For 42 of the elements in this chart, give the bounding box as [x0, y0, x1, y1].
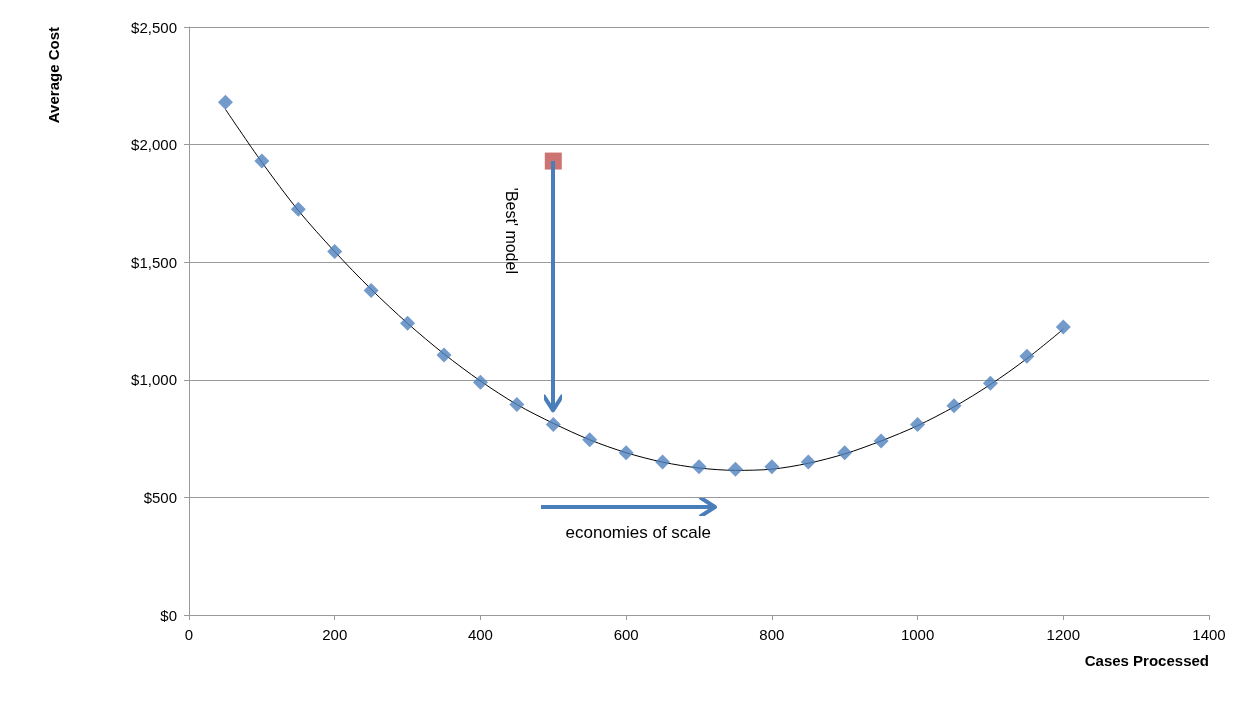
y-axis-title: Average Cost: [45, 27, 62, 124]
point: [910, 416, 926, 432]
point: [1055, 319, 1071, 335]
y-tick-label: $0: [160, 606, 177, 624]
point: [946, 398, 962, 414]
point: [363, 282, 379, 298]
point: [509, 397, 525, 412]
x-tick-label: 0: [184, 626, 194, 643]
point: [327, 244, 343, 260]
point: [655, 454, 671, 470]
point: [1019, 348, 1035, 364]
point: [472, 374, 488, 390]
x-tick-label: 600: [613, 626, 639, 643]
y-tick-label: $2,500: [131, 18, 177, 36]
point: [837, 445, 853, 461]
point: [618, 445, 634, 461]
x-tick-label: 800: [759, 626, 785, 643]
point: [691, 459, 707, 475]
point: [545, 416, 561, 432]
point: [764, 459, 780, 475]
y-tick-label: $500: [143, 488, 177, 506]
y-tick-label: $2,000: [131, 136, 177, 154]
point: [400, 315, 416, 331]
point: [254, 153, 270, 169]
x-tick-label: 1400: [1192, 626, 1226, 643]
x-tick-label: 200: [322, 626, 348, 643]
x-axis-title: Cases Processed: [1084, 652, 1209, 669]
y-tick-label: $1,000: [131, 371, 177, 389]
point: [982, 375, 998, 391]
point: [290, 201, 306, 217]
x-tick-label: 1200: [1046, 626, 1080, 643]
annotation: economies of scale: [565, 522, 712, 542]
point: [727, 461, 743, 477]
point: [800, 454, 816, 470]
point: [436, 347, 452, 363]
x-tick-label: 400: [467, 626, 493, 643]
point: [873, 433, 889, 449]
y-tick-label: $1,500: [131, 253, 177, 271]
x-tick-label: 1000: [900, 626, 935, 643]
point: [582, 432, 598, 448]
point: [217, 94, 233, 110]
annotation: 'Best' model: [502, 187, 520, 274]
